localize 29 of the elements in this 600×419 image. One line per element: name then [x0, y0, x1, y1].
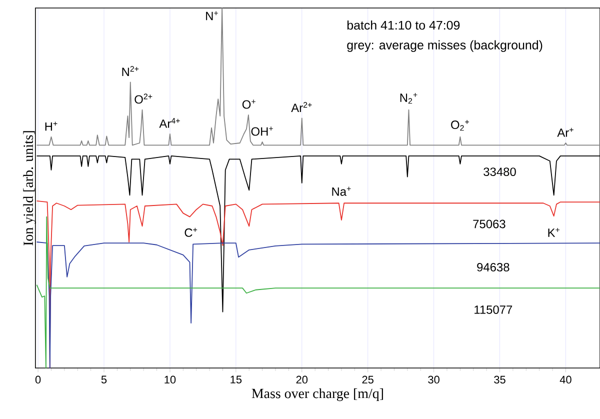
- annotation: batch 41:10 to 47:09: [347, 20, 460, 30]
- annotation: N$^{2+}$: [122, 66, 139, 76]
- annotation: C$^{+}$: [184, 228, 198, 237]
- annotation: O$^{2+}$: [134, 94, 152, 104]
- x-tick-label: 10: [164, 376, 176, 384]
- y-axis-title: Ion yield [arb. units]: [23, 131, 36, 246]
- annotation: Ar$^{2+}$: [291, 102, 312, 112]
- annotation: Ar$^{+}$: [557, 128, 574, 137]
- series-label: 94638: [477, 262, 510, 272]
- x-tick-label: 30: [428, 376, 440, 384]
- series-label: 115077: [474, 305, 512, 314]
- annotation: Na$^{+}$: [332, 186, 351, 196]
- x-tick-label: 15: [230, 376, 242, 384]
- x-tick-label: 25: [362, 376, 374, 384]
- annotation: O$^{+}$: [242, 100, 256, 109]
- annotation: N$^{+}$: [206, 11, 218, 20]
- series-label: 33480: [484, 168, 516, 176]
- x-tick-label: 20: [296, 376, 308, 384]
- x-tick-label: 40: [560, 376, 572, 384]
- x-tick-label: 35: [494, 376, 506, 384]
- annotation: Ar$^{4+}$: [159, 118, 180, 128]
- annotation: OH$^{+}$: [251, 126, 273, 136]
- series-label: 75063: [473, 220, 506, 228]
- x-tick-label: 0: [35, 376, 41, 384]
- annotation: grey: average misses (background): [347, 40, 542, 52]
- x-tick-label: 5: [101, 376, 107, 384]
- x-axis-title: Mass over charge [m/q]: [252, 388, 383, 402]
- annotation: H$^{+}$: [45, 122, 58, 131]
- annotation: K$^{+}$: [548, 228, 560, 237]
